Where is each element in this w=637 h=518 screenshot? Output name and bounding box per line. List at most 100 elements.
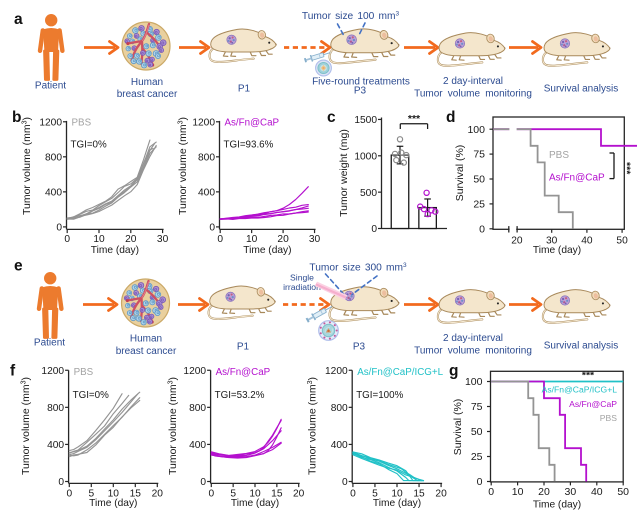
- svg-text:30: 30: [157, 234, 169, 245]
- svg-text:25: 25: [473, 199, 485, 211]
- svg-text:1200: 1200: [39, 117, 62, 128]
- svg-text:TGI=100%: TGI=100%: [356, 390, 403, 401]
- svg-text:irradiation: irradiation: [283, 282, 321, 292]
- svg-text:5: 5: [372, 488, 378, 499]
- svg-text:10: 10: [108, 488, 120, 499]
- svg-text:20: 20: [293, 488, 305, 499]
- svg-text:PBS: PBS: [600, 413, 617, 423]
- svg-text:a: a: [14, 11, 23, 28]
- svg-text:30: 30: [309, 234, 321, 245]
- svg-text:Time (day): Time (day): [533, 500, 581, 511]
- svg-text:g: g: [449, 363, 458, 380]
- svg-text:15: 15: [413, 488, 425, 499]
- svg-text:0: 0: [479, 223, 485, 235]
- svg-text:0: 0: [209, 223, 215, 234]
- svg-text:75: 75: [471, 401, 483, 413]
- svg-text:1200: 1200: [41, 366, 64, 377]
- svg-text:0: 0: [58, 477, 64, 488]
- svg-text:0: 0: [208, 488, 214, 499]
- svg-text:30: 30: [565, 486, 577, 498]
- svg-text:20: 20: [511, 236, 523, 247]
- svg-text:breast cancer: breast cancer: [116, 346, 177, 357]
- svg-text:50: 50: [616, 236, 628, 247]
- svg-text:Patient: Patient: [35, 80, 66, 91]
- svg-text:Single: Single: [290, 273, 314, 283]
- svg-text:e: e: [14, 258, 23, 275]
- svg-text:PBS: PBS: [74, 367, 94, 378]
- svg-text:Survival (%): Survival (%): [452, 399, 464, 456]
- svg-text:0: 0: [342, 477, 348, 488]
- svg-text:50: 50: [471, 426, 483, 438]
- svg-text:50: 50: [473, 174, 485, 186]
- svg-text:As/Fn@CaP: As/Fn@CaP: [549, 173, 605, 184]
- svg-text:***: ***: [621, 162, 633, 175]
- svg-text:40: 40: [591, 486, 603, 498]
- svg-text:b: b: [12, 109, 21, 126]
- svg-text:10: 10: [391, 488, 403, 499]
- svg-text:800: 800: [198, 152, 215, 163]
- svg-text:400: 400: [47, 440, 64, 451]
- svg-text:Tumor volume (mm3): Tumor volume (mm3): [177, 117, 189, 215]
- svg-text:Time (day): Time (day): [373, 498, 421, 509]
- svg-text:30: 30: [546, 236, 558, 247]
- svg-text:PBS: PBS: [549, 150, 569, 161]
- svg-text:Survival (%): Survival (%): [454, 145, 466, 202]
- svg-text:1200: 1200: [325, 366, 348, 377]
- svg-text:20: 20: [125, 234, 137, 245]
- svg-text:Human: Human: [131, 77, 163, 88]
- svg-text:Time (day): Time (day): [243, 245, 291, 256]
- svg-text:Human: Human: [130, 334, 162, 345]
- svg-text:Tumor weight (mg): Tumor weight (mg): [338, 129, 350, 217]
- svg-text:P3: P3: [354, 85, 367, 96]
- svg-text:TGI=0%: TGI=0%: [73, 390, 109, 401]
- svg-text:2 day-interval: 2 day-interval: [443, 333, 503, 344]
- svg-text:800: 800: [47, 403, 64, 414]
- svg-text:Tumor volume monitoring: Tumor volume monitoring: [414, 346, 532, 357]
- svg-text:10: 10: [246, 234, 258, 245]
- svg-text:2 day-interval: 2 day-interval: [443, 76, 503, 87]
- svg-text:As/Fn@CaP/ICG+L: As/Fn@CaP/ICG+L: [357, 367, 443, 378]
- svg-text:Tumor size 300 mm3: Tumor size 300 mm3: [309, 262, 407, 274]
- svg-text:TGI=0%: TGI=0%: [71, 139, 107, 150]
- svg-text:400: 400: [45, 187, 62, 198]
- svg-text:Survival analysis: Survival analysis: [544, 84, 618, 95]
- svg-text:TGI=93.6%: TGI=93.6%: [224, 139, 274, 150]
- svg-text:800: 800: [189, 403, 206, 414]
- svg-text:Time (day): Time (day): [91, 245, 139, 256]
- svg-text:1500: 1500: [354, 115, 377, 126]
- svg-text:P1: P1: [238, 84, 251, 95]
- svg-text:20: 20: [277, 234, 289, 245]
- svg-text:400: 400: [189, 440, 206, 451]
- svg-text:***: ***: [408, 113, 421, 125]
- svg-text:5: 5: [230, 488, 236, 499]
- svg-text:Tumor volume (mm3): Tumor volume (mm3): [20, 377, 32, 475]
- svg-text:1200: 1200: [183, 366, 206, 377]
- svg-text:100: 100: [467, 124, 485, 136]
- svg-text:0: 0: [64, 234, 70, 245]
- svg-text:0: 0: [477, 476, 483, 488]
- svg-text:20: 20: [538, 486, 550, 498]
- svg-text:500: 500: [360, 188, 377, 199]
- svg-text:0: 0: [66, 488, 72, 499]
- svg-text:Tumor volume (mm3): Tumor volume (mm3): [167, 377, 179, 475]
- svg-text:400: 400: [198, 187, 215, 198]
- svg-text:50: 50: [617, 486, 629, 498]
- svg-text:Time (day): Time (day): [533, 245, 581, 256]
- svg-text:10: 10: [93, 234, 105, 245]
- svg-text:TGI=53.2%: TGI=53.2%: [215, 390, 265, 401]
- svg-text:75: 75: [473, 149, 485, 161]
- svg-text:As/Fn@CaP: As/Fn@CaP: [225, 117, 280, 128]
- svg-text:Five-round treatments: Five-round treatments: [312, 77, 410, 88]
- svg-text:Time (day): Time (day): [89, 498, 137, 509]
- svg-text:10: 10: [249, 488, 261, 499]
- svg-text:d: d: [446, 109, 455, 126]
- svg-text:0: 0: [200, 477, 206, 488]
- svg-text:Tumor volume (mm3): Tumor volume (mm3): [307, 377, 319, 475]
- svg-text:P3: P3: [353, 342, 366, 353]
- svg-text:***: ***: [582, 370, 595, 382]
- svg-text:5: 5: [88, 488, 94, 499]
- svg-text:0: 0: [56, 223, 62, 234]
- svg-text:As/Fn@CaP: As/Fn@CaP: [216, 367, 271, 378]
- svg-text:Tumor size 100 mm3: Tumor size 100 mm3: [302, 11, 400, 23]
- svg-text:400: 400: [331, 440, 348, 451]
